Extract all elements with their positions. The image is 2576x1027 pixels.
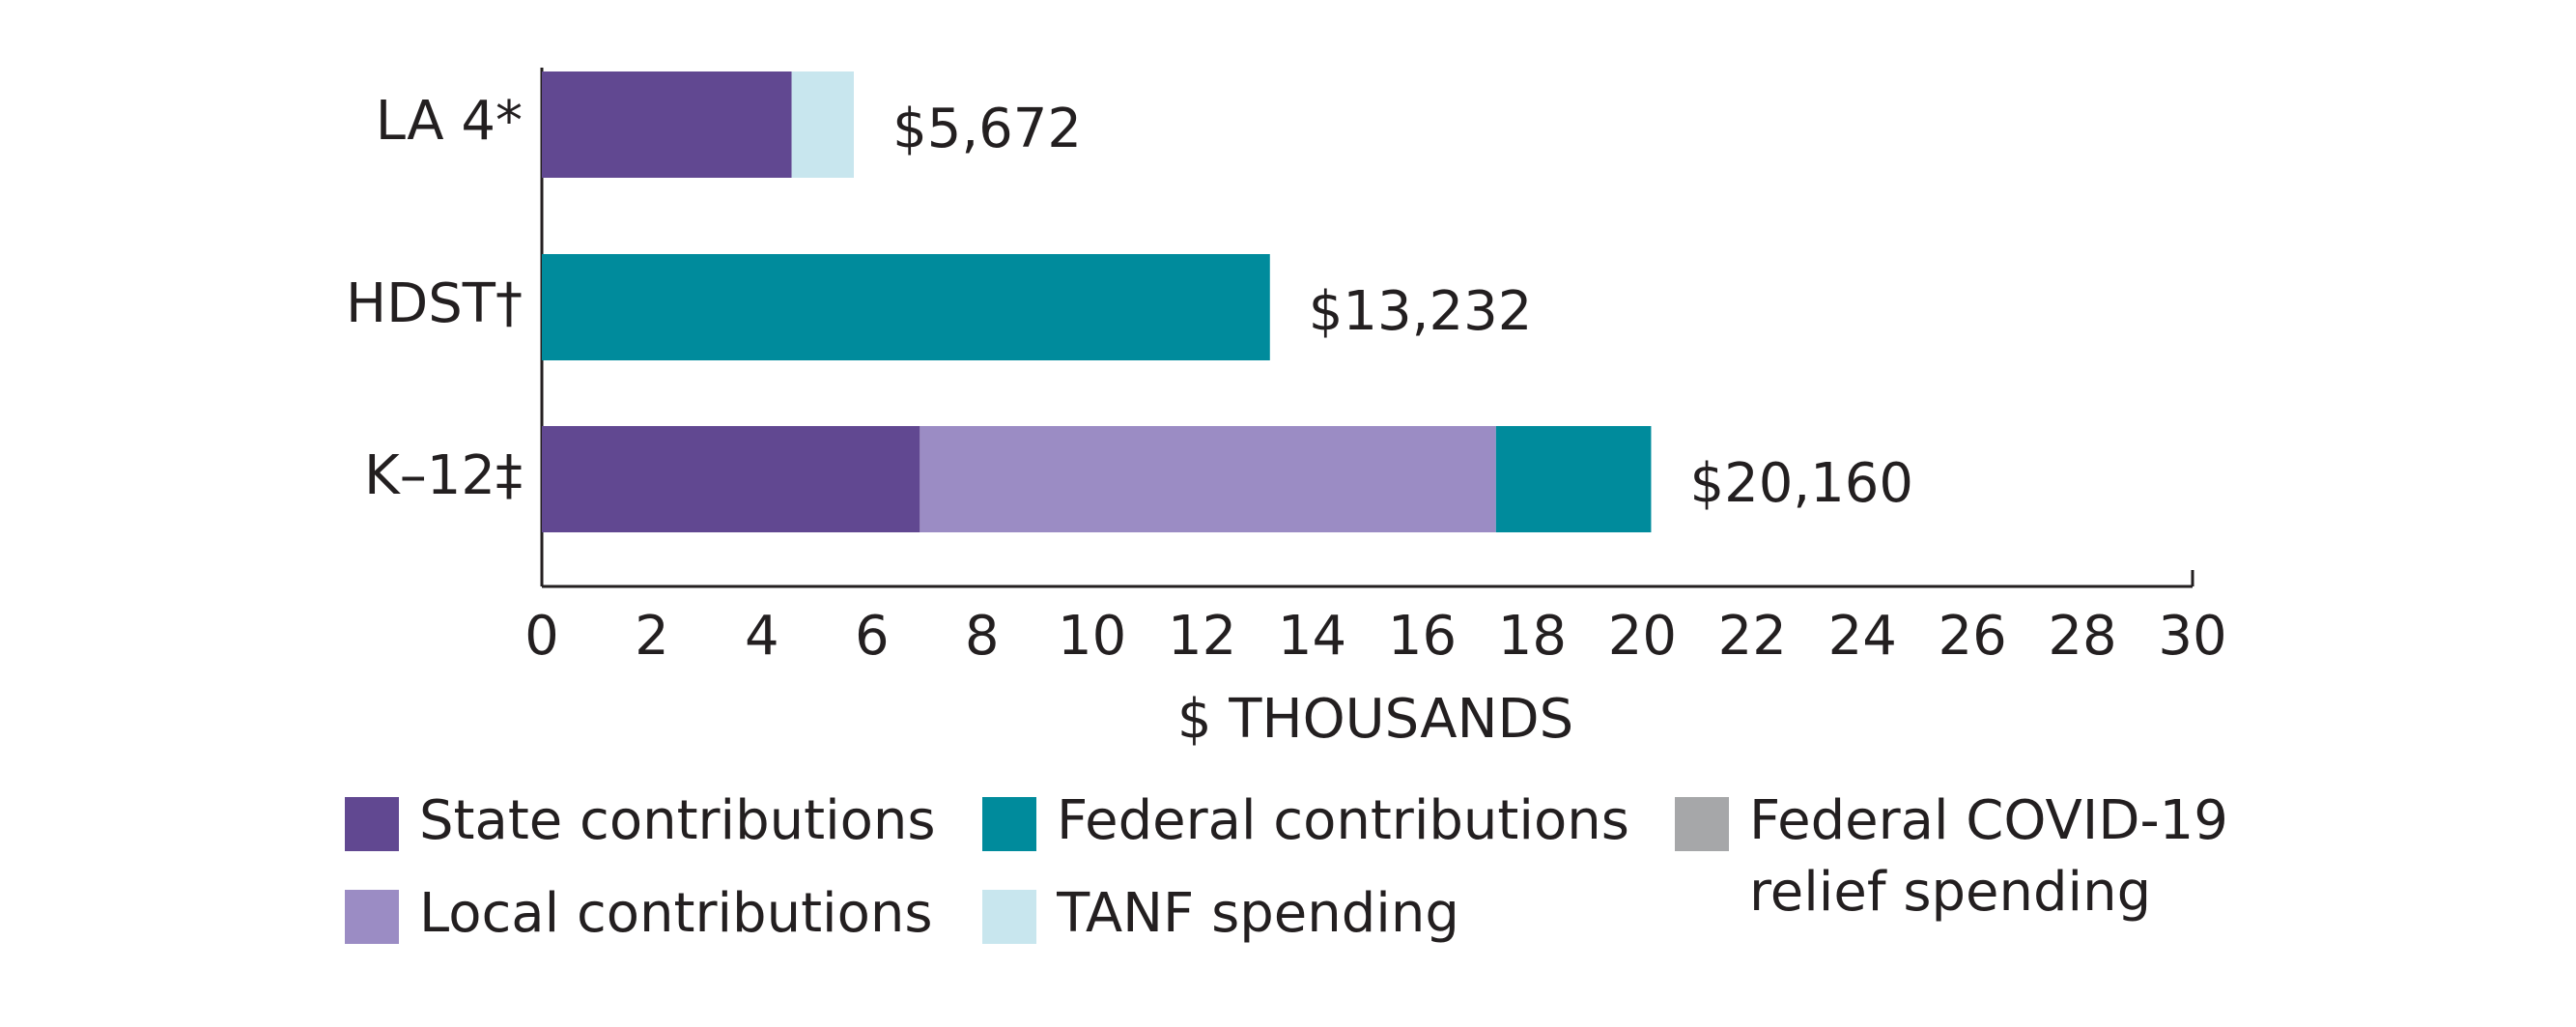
bar-segment <box>791 71 855 178</box>
bar-segment <box>542 254 1270 360</box>
legend-item: Federal COVID-19 relief spending <box>1749 789 2228 924</box>
bar-segment <box>920 426 1496 532</box>
x-tick-label: 18 <box>1498 605 1567 668</box>
x-tick-label: 20 <box>1608 605 1677 668</box>
x-tick-label: 6 <box>855 605 890 668</box>
legend-swatch <box>1675 797 1729 851</box>
legend-item: State contributions <box>419 789 936 852</box>
x-tick-label: 4 <box>745 605 779 668</box>
total-label: $5,672 <box>892 98 1082 160</box>
x-tick-label: 16 <box>1388 605 1457 668</box>
x-tick-label: 26 <box>1939 605 2007 668</box>
legend-label: Local contributions <box>419 882 933 945</box>
bar-segment <box>542 71 792 178</box>
total-label: $20,160 <box>1689 452 1913 515</box>
legend-swatch <box>982 890 1036 944</box>
legend-label: State contributions <box>419 789 936 852</box>
bar-segment <box>1495 426 1652 532</box>
bar-segment <box>542 426 920 532</box>
legend-item: Local contributions <box>419 882 933 945</box>
x-tick-label: 8 <box>965 605 1000 668</box>
x-tick-label: 30 <box>2158 605 2226 668</box>
x-tick-label: 14 <box>1278 605 1346 668</box>
x-tick-label: 22 <box>1718 605 1787 668</box>
x-tick-label: 2 <box>635 605 669 668</box>
x-tick-label: 28 <box>2048 605 2116 668</box>
legend-label: Federal COVID-19 relief spending <box>1749 789 2228 924</box>
total-label: $13,232 <box>1309 280 1533 343</box>
legend-label: TANF spending <box>1057 882 1459 945</box>
legend-item: TANF spending <box>1057 882 1459 945</box>
x-axis-title: $ THOUSANDS <box>1177 688 1573 751</box>
x-tick-label: 0 <box>524 605 559 668</box>
legend-swatch <box>982 797 1036 851</box>
legend-label: Federal contributions <box>1057 789 1629 852</box>
legend-item: Federal contributions <box>1057 789 1629 852</box>
y-tick-label: K–12‡ <box>364 444 523 507</box>
x-tick-label: 24 <box>1828 605 1897 668</box>
y-tick-label: HDST† <box>346 272 523 335</box>
x-tick-label: 12 <box>1168 605 1236 668</box>
x-tick-label: 10 <box>1058 605 1126 668</box>
legend-swatch <box>345 890 399 944</box>
legend-swatch <box>345 797 399 851</box>
y-tick-label: LA 4* <box>376 90 523 153</box>
